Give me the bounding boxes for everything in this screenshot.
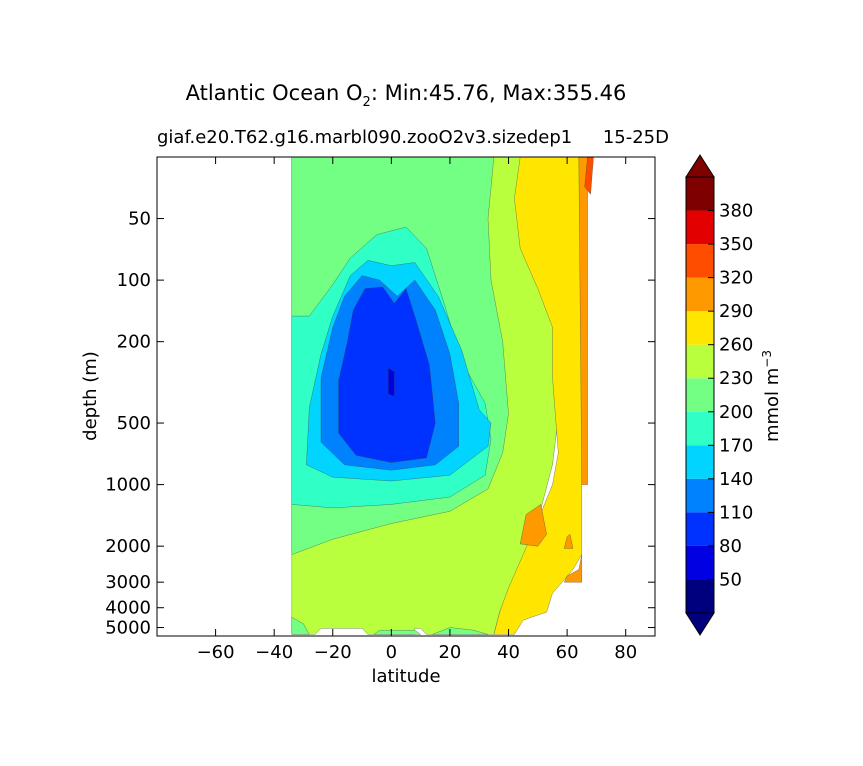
plot-frame: [156, 156, 656, 637]
colorbar-segment: [686, 311, 714, 345]
case-name-right: 15-25D: [603, 127, 669, 148]
contour-fill: [291, 157, 594, 635]
colorbar-tick-label: 140: [719, 469, 753, 490]
colorbar-tick-label: 380: [719, 201, 753, 222]
colorbar-segment: [686, 244, 714, 278]
y-tick-label: 100: [117, 270, 151, 291]
colorbar-tick-label: 260: [719, 335, 753, 356]
x-tick-label: 20: [438, 642, 461, 663]
colorbar-segment: [686, 378, 714, 412]
colorbar-tick-label: 80: [719, 536, 742, 557]
chart-title: Atlantic Ocean O2: Min:45.76, Max:355.46: [186, 81, 627, 110]
x-tick-label: −20: [314, 642, 352, 663]
case-name-left: giaf.e20.T62.g16.marbl090.zooO2v3.sizede…: [157, 127, 572, 148]
colorbar-segment: [686, 277, 714, 312]
colorbar-segment: [686, 512, 714, 546]
contour-region-290: [519, 503, 547, 547]
x-tick-label: 0: [386, 642, 397, 663]
colorbar-label: mmol m−3: [760, 350, 783, 442]
colorbar-tick-label: 170: [719, 435, 753, 456]
colorbar-segment: [686, 411, 714, 446]
colorbar-tick-label: 200: [719, 402, 753, 423]
colorbar: 50 80 110 140 170 200 230 260 290 320 350 380: [685, 154, 753, 636]
x-tick-label: 60: [556, 642, 579, 663]
colorbar-segment: [686, 545, 714, 580]
colorbar-extend-min: [685, 612, 715, 636]
colorbar-segment: [686, 478, 714, 513]
x-tick-label: −40: [255, 642, 293, 663]
colorbar-tick-label: 50: [719, 569, 742, 590]
y-tick-label: 2000: [105, 536, 151, 557]
contour-region-50: [388, 367, 395, 397]
x-axis-label: latitude: [371, 666, 440, 687]
y-tick-label: 1000: [105, 475, 151, 496]
y-tick-label: 3000: [105, 572, 151, 593]
y-tick-label: 200: [117, 332, 151, 353]
y-tick-label: 5000: [105, 618, 151, 639]
x-tick-label: 40: [497, 642, 520, 663]
colorbar-tick-label: 110: [719, 502, 753, 523]
colorbar-extend-max: [685, 154, 715, 178]
contour-region-290: [563, 554, 583, 583]
contour-region-200: [373, 629, 422, 635]
x-tick-label: −60: [197, 642, 235, 663]
colorbar-segment: [686, 579, 714, 613]
colorbar-tick-label: 350: [719, 234, 753, 255]
y-tick-label: 4000: [105, 598, 151, 619]
colorbar-frame: [685, 176, 715, 614]
contour-region-290: [578, 157, 588, 485]
contour-region-200: [291, 616, 310, 635]
colorbar-segment: [686, 344, 714, 379]
contour-region-290: [563, 533, 574, 549]
contour-region-320: [584, 157, 594, 195]
colorbar-tick-label: 320: [719, 268, 753, 289]
colorbar-tick-label: 230: [719, 368, 753, 389]
colorbar-segment: [686, 177, 714, 211]
colorbar-segment: [686, 445, 714, 479]
x-axis: −60 −40 −20 0 20 40 60 80: [197, 157, 637, 663]
contour-region-200: [432, 627, 489, 635]
contour-region-80: [338, 286, 436, 463]
y-axis-label: depth (m): [80, 351, 101, 441]
colorbar-tick-label: 290: [719, 301, 753, 322]
y-tick-label: 500: [117, 413, 151, 434]
y-tick-label: 50: [128, 209, 151, 230]
colorbar-segment: [686, 210, 714, 245]
x-tick-label: 80: [614, 642, 637, 663]
